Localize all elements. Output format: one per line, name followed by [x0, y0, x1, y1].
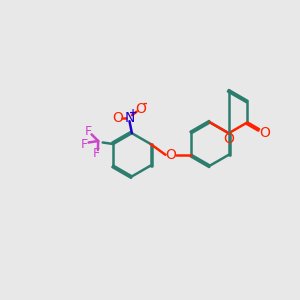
Text: O: O — [136, 102, 146, 116]
Text: O: O — [260, 126, 271, 140]
Text: O: O — [223, 132, 234, 146]
Text: O: O — [166, 148, 176, 162]
Text: N: N — [124, 111, 135, 124]
Text: F: F — [93, 147, 100, 160]
Text: +: + — [129, 108, 137, 118]
Text: F: F — [85, 125, 92, 138]
Text: -: - — [143, 99, 147, 109]
Text: O: O — [113, 111, 124, 124]
Text: F: F — [81, 137, 88, 151]
